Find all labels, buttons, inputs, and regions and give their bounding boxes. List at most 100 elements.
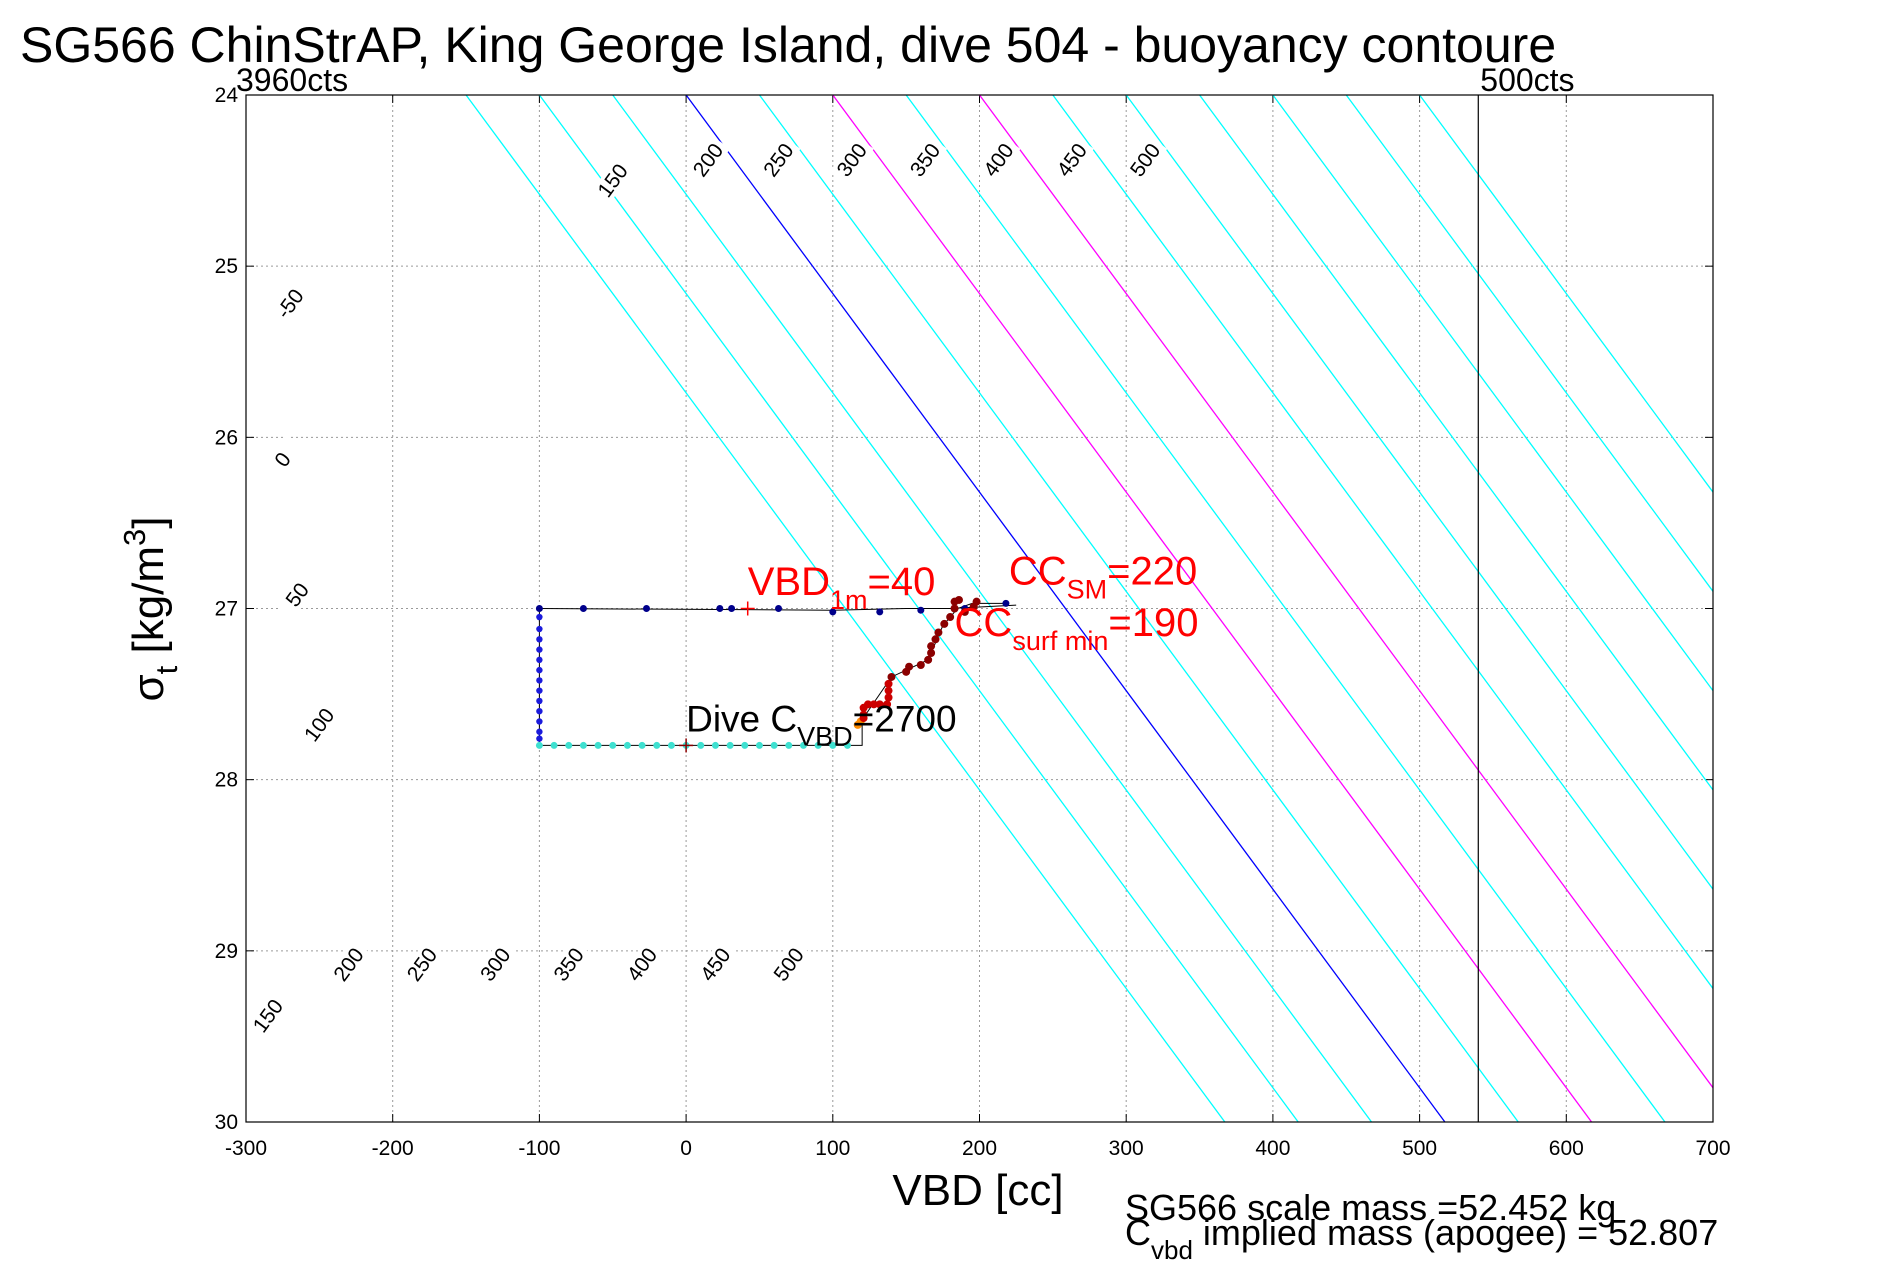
- chart-title: SG566 ChinStrAP, King George Island, div…: [20, 17, 1556, 73]
- contour-label-bg: [297, 700, 342, 750]
- data-point-ascent-red: [869, 700, 878, 709]
- data-point-descent-column: [536, 613, 543, 621]
- contour-line: [1345, 95, 1713, 593]
- contour-lines: [465, 95, 1713, 1122]
- contour-label-bg: [829, 135, 874, 185]
- cc-sm-main: CC: [1009, 550, 1067, 594]
- contour-line: [1052, 95, 1713, 990]
- data-point-descent: [579, 605, 587, 612]
- data-point-ascent-darkred: [934, 628, 943, 637]
- y-tick-label: 24: [215, 84, 239, 107]
- contour-label-bg: [976, 135, 1021, 185]
- x-tick-label: 0: [680, 1137, 692, 1160]
- y-axis-unit-sup: 3: [117, 529, 152, 546]
- contour-label-bg: [473, 940, 518, 989]
- cc-sm-value: =220: [1107, 550, 1197, 594]
- data-point-ascent-darkred: [954, 595, 963, 604]
- data-point-descent: [775, 605, 783, 612]
- dive-cvbd-sub: VBD: [797, 722, 853, 752]
- data-point-ascent-darkred: [905, 662, 914, 671]
- y-tick-label: 25: [215, 255, 238, 278]
- plot-frame: [245, 94, 1714, 1123]
- data-point-bottom: [535, 741, 543, 749]
- data-point-descent: [716, 605, 724, 612]
- contour-label-bg: [546, 940, 591, 989]
- data-point-descent-column: [536, 666, 543, 674]
- x-tick-label: 400: [1255, 1137, 1290, 1160]
- data-point-bottom: [550, 741, 558, 749]
- data-point-bottom: [653, 741, 661, 749]
- vbd-1m-sub: 1m: [830, 585, 868, 615]
- cc-sm-annotation: CCSM=220: [1009, 550, 1197, 605]
- x-axis-label: VBD [cc]: [892, 1166, 1063, 1215]
- contour-label-bg: [620, 940, 665, 989]
- contour-label-bg: [766, 940, 811, 989]
- contour-label-bg: [268, 279, 312, 329]
- contour-label-bg: [590, 156, 635, 205]
- x-tick-label: 600: [1549, 1137, 1584, 1160]
- data-point-descent: [642, 605, 650, 612]
- data-point-descent-column: [536, 656, 543, 664]
- data-point-descent-column: [536, 687, 543, 694]
- data-point-descent: [535, 605, 543, 612]
- x-tick-label: -300: [225, 1137, 267, 1160]
- x-tick-label: 100: [815, 1137, 850, 1160]
- x-tick-label: 200: [962, 1137, 997, 1160]
- data-point-descent-column: [536, 735, 543, 742]
- vbd-1m-annotation: VBD1m=40: [748, 560, 936, 615]
- markers: [679, 601, 755, 753]
- data-point-bottom: [711, 741, 719, 749]
- data-point-bottom: [609, 741, 617, 749]
- x-tick-label: -200: [372, 1137, 414, 1160]
- data-point-ascent-darkred: [940, 619, 949, 628]
- data-point-ascent-darkred: [931, 635, 940, 644]
- dive-points: [535, 595, 1010, 749]
- contour-label-bg: [756, 135, 801, 185]
- data-point-bottom: [726, 741, 734, 749]
- data-point-descent-column: [536, 636, 543, 643]
- cc-surf-sub: surf min: [1012, 626, 1108, 656]
- contour-label-bg: [275, 570, 320, 620]
- contour-line: [685, 95, 1446, 1122]
- data-point-descent-column: [536, 677, 543, 684]
- data-point-descent-column: [536, 728, 543, 735]
- dive-cvbd-annotation: Dive CVBD=2700: [686, 699, 956, 752]
- dive-cvbd-prefix: Dive C: [686, 699, 797, 740]
- y-axis-label: σt [kg/m3]: [117, 516, 184, 701]
- data-point-ascent-darkred: [924, 655, 933, 664]
- data-point-ascent-darkred: [887, 672, 896, 681]
- contour-line: [832, 95, 1593, 1122]
- contour-label-bg: [326, 940, 371, 989]
- data-point-ascent-darkred: [916, 660, 925, 669]
- x-tick-label: 700: [1695, 1137, 1730, 1160]
- contour-label-bg: [903, 135, 948, 185]
- contour-line: [978, 95, 1713, 1089]
- data-point-bottom: [579, 741, 587, 749]
- data-point-bottom: [829, 741, 837, 749]
- data-point-ascent-red: [875, 700, 884, 709]
- y-axis-sub: t: [149, 665, 184, 674]
- vbd-1m-main: VBD: [748, 560, 830, 604]
- y-tick-label: 26: [215, 426, 238, 449]
- data-point-ascent-darkred: [927, 649, 936, 658]
- cc-surf-min-annotation: CCsurf min=190: [955, 601, 1199, 656]
- data-point-descent: [917, 606, 925, 614]
- counts-right-label: 500cts: [1480, 62, 1574, 98]
- contour-label-bg: [400, 940, 444, 989]
- contour-label-bg: [260, 435, 305, 484]
- vbd-1m-value: =40: [867, 560, 935, 604]
- data-point-bottom: [770, 741, 778, 749]
- data-point-descent: [1002, 599, 1010, 607]
- data-point-ascent-red: [883, 700, 892, 709]
- data-point-bottom: [785, 741, 793, 749]
- counts-left-label: 3960cts: [236, 62, 348, 98]
- data-point-bottom: [697, 741, 705, 749]
- grid: [245, 94, 1714, 1123]
- data-point-ascent-red: [884, 679, 893, 688]
- data-point-bottom: [667, 741, 675, 749]
- contour-label-bg: [1050, 135, 1094, 185]
- implied-mass-rest: implied mass (apogee) = 52.807: [1193, 1212, 1718, 1253]
- contour-line: [758, 95, 1519, 1122]
- y-axis-unit-start: [kg/m: [124, 546, 173, 666]
